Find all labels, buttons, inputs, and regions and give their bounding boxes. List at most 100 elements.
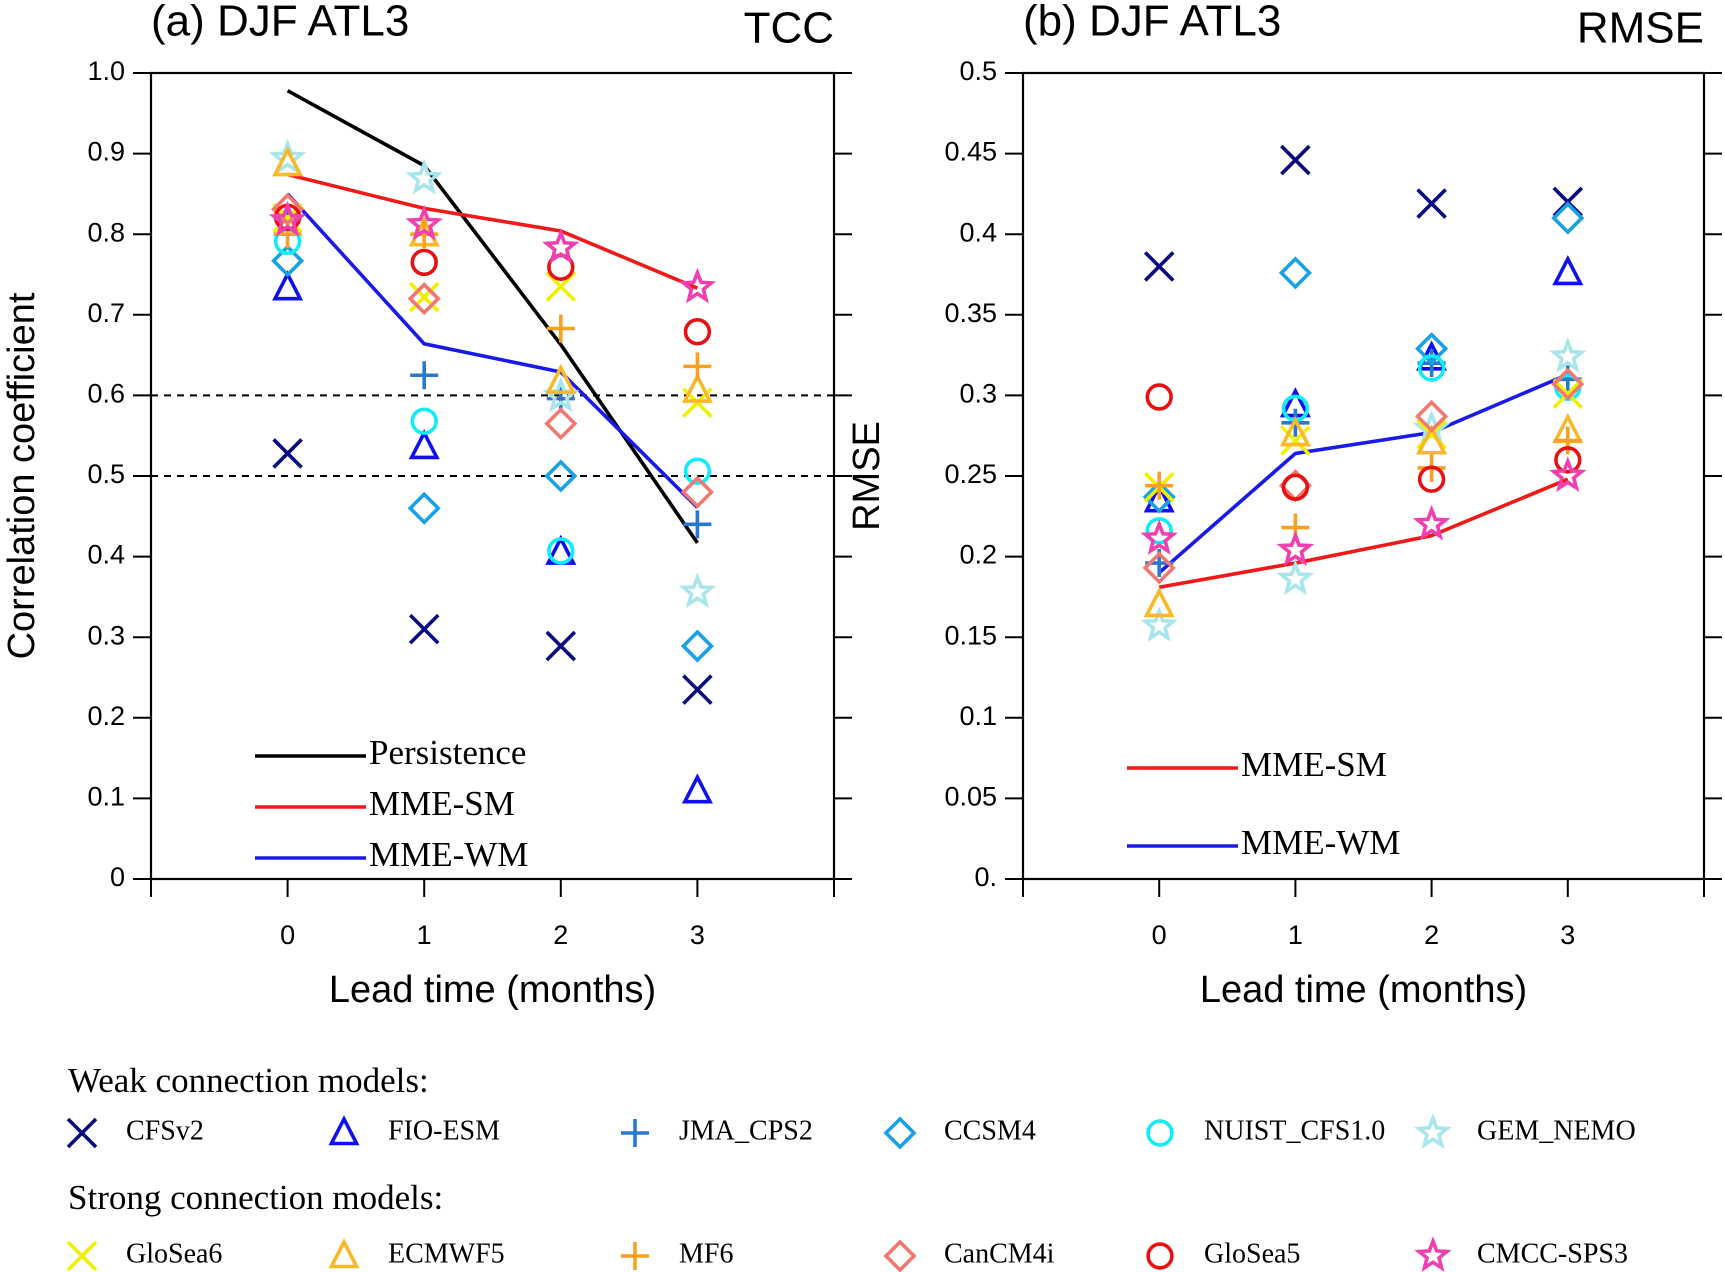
legend-label: NUIST_CFS1.0 — [1204, 1115, 1385, 1146]
marker — [272, 270, 304, 301]
y-axis-label: Correlation coefficient — [1, 292, 43, 659]
legend-marker — [883, 1239, 917, 1272]
panel-title: (a) DJF ATL3 — [151, 0, 409, 46]
y-tick-label: 0.4 — [87, 540, 125, 570]
y-tick-label: 0.5 — [87, 459, 125, 489]
marker — [1145, 517, 1173, 545]
y-tick-label: 0.05 — [944, 782, 997, 812]
series-line — [286, 192, 699, 509]
x-axis-label: Lead time (months) — [329, 969, 656, 1011]
marker — [1140, 606, 1178, 642]
legend-label: ECMWF5 — [388, 1238, 505, 1269]
series-line — [1158, 372, 1569, 575]
y-tick-label: 0.35 — [944, 298, 997, 328]
x-axis-label: Lead time (months) — [1200, 969, 1527, 1011]
legend-label: MF6 — [679, 1238, 733, 1269]
y-tick-label: 0.15 — [944, 620, 997, 650]
marker — [682, 674, 713, 705]
y-axis-label: RMSE — [846, 421, 888, 531]
x-tick-label: 2 — [553, 920, 568, 950]
legend-marker — [1414, 1236, 1452, 1272]
marker — [1416, 424, 1448, 455]
marker — [1417, 465, 1446, 493]
y-tick-label: 0.6 — [87, 379, 125, 409]
series-line — [286, 89, 699, 544]
marker — [678, 267, 717, 304]
marker — [271, 244, 305, 278]
marker — [544, 407, 578, 441]
marker — [1416, 188, 1447, 219]
marker — [1549, 336, 1587, 373]
x-tick-label: 2 — [1424, 920, 1439, 950]
marker — [1279, 416, 1311, 447]
panel: (b) DJF ATL3 RMSE RMSE Lead time (months) 0.… — [846, 0, 1722, 1011]
marker — [1280, 144, 1311, 176]
y-tick-label: 0.5 — [959, 56, 997, 86]
marker — [545, 363, 577, 394]
marker — [1551, 201, 1585, 235]
x-tick-label: 3 — [690, 920, 705, 950]
legend-group-title: Strong connection models: — [68, 1178, 443, 1217]
legend-marker — [1146, 1242, 1174, 1270]
legend-label: CMCC-SPS3 — [1477, 1238, 1628, 1269]
marker — [1415, 332, 1449, 366]
marker — [1553, 426, 1582, 455]
y-tick-label: 0.3 — [959, 379, 997, 409]
legend-label: MME-SM — [1241, 745, 1387, 784]
marker — [1143, 251, 1175, 282]
marker — [681, 773, 713, 804]
legend-marker — [1146, 1119, 1174, 1147]
legend-marker — [621, 1119, 649, 1147]
marker — [678, 572, 717, 609]
legend-label: GEM_NEMO — [1477, 1115, 1636, 1146]
marker — [408, 429, 440, 460]
marker — [271, 192, 305, 226]
x-tick-label: 3 — [1560, 920, 1575, 950]
legend-marker — [66, 1240, 98, 1272]
legend-group-title: Weak connection models: — [68, 1061, 429, 1100]
marker — [1140, 519, 1178, 555]
legend-marker — [1414, 1113, 1452, 1149]
x-tick-label: 0 — [280, 920, 295, 950]
marker — [683, 457, 712, 485]
marker — [1142, 480, 1176, 514]
marker — [268, 138, 307, 175]
y-tick-label: 0.1 — [959, 701, 997, 731]
marker — [1276, 530, 1315, 566]
y-tick-label: 0.9 — [87, 137, 125, 167]
legend-label: CFSv2 — [126, 1115, 204, 1146]
x-tick-label: 1 — [417, 920, 432, 950]
y-tick-label: 0.4 — [959, 217, 997, 247]
marker — [547, 537, 575, 565]
marker — [1552, 378, 1584, 410]
marker — [268, 200, 307, 237]
marker — [1417, 354, 1446, 382]
marker — [408, 281, 440, 313]
marker — [1276, 559, 1315, 596]
marker — [405, 204, 443, 241]
marker — [1278, 256, 1312, 290]
marker — [405, 158, 443, 195]
y-tick-label: 1.0 — [87, 56, 125, 86]
marker — [407, 282, 441, 316]
marker — [683, 352, 712, 381]
legend-label: MME-WM — [1241, 823, 1400, 862]
marker — [546, 314, 575, 343]
legend-label: MME-SM — [369, 784, 515, 823]
x-tick-label: 1 — [1288, 920, 1303, 950]
legend-label: FIO-ESM — [388, 1115, 500, 1146]
series-line — [287, 172, 699, 290]
marker — [1145, 383, 1173, 411]
marker — [272, 438, 303, 469]
x-tick-label: 0 — [1152, 920, 1167, 950]
marker — [544, 459, 578, 493]
y-tick-label: 0.45 — [944, 137, 997, 167]
y-tick-label: 0. — [974, 862, 997, 892]
marker — [408, 613, 440, 645]
legend-label: GloSea6 — [126, 1238, 222, 1269]
legend-marker — [621, 1242, 649, 1270]
legend-marker — [328, 1115, 360, 1146]
legend-label: CanCM4i — [944, 1238, 1055, 1269]
legend-label: JMA_CPS2 — [679, 1115, 813, 1146]
